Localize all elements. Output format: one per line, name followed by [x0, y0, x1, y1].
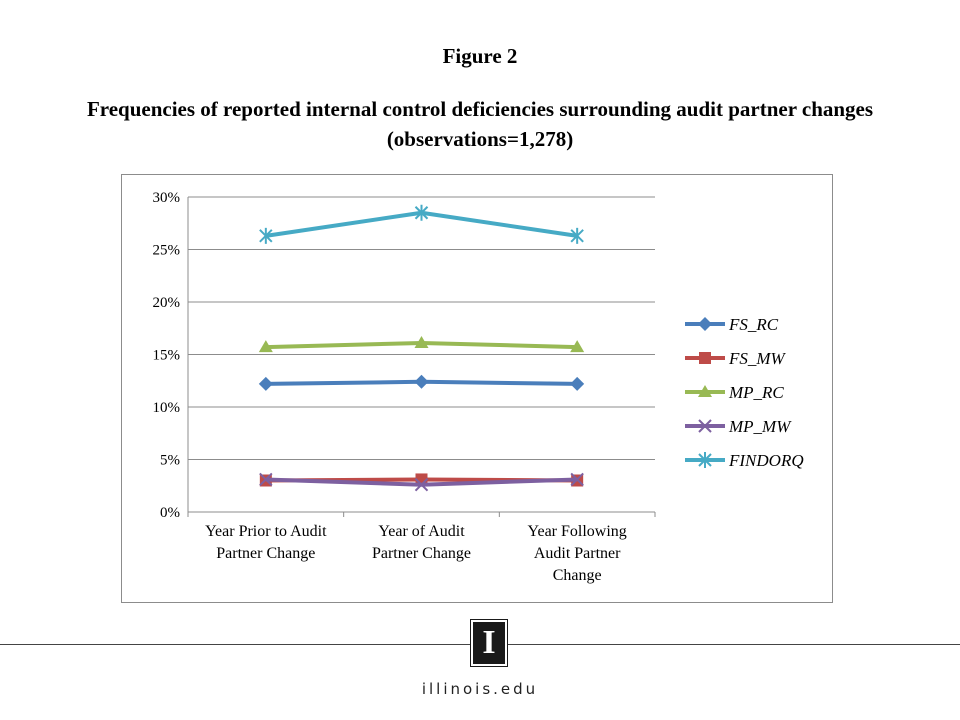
x-tick-label: Change	[553, 567, 602, 584]
university-logo: I	[470, 619, 508, 667]
data-point-mp-mw	[259, 472, 273, 487]
legend-marker-fs-mw	[699, 352, 711, 364]
x-tick-label: Year Following	[528, 523, 627, 540]
legend-marker-fs-rc	[698, 317, 712, 331]
y-tick-label: 30%	[153, 190, 181, 206]
chart-frame: 0% 5% 10% 15% 20% 25% 30% Year Prior to Audit Pa…	[121, 174, 833, 603]
x-tick-label: Year Prior to Audit	[205, 523, 327, 540]
y-tick-label: 5%	[160, 453, 180, 469]
y-tick-label: 25%	[153, 243, 181, 259]
chart-subtitle: (observations=1,278)	[386, 127, 574, 151]
legend-marker-findorq	[698, 452, 712, 468]
legend-label: FS_RC	[728, 315, 779, 334]
legend-marker-mp-mw	[698, 419, 712, 433]
data-point-mp-rc	[414, 335, 429, 348]
legend-label: MP_MW	[728, 417, 792, 436]
data-point-mp-mw	[570, 472, 584, 487]
legend-label: FS_MW	[728, 349, 787, 368]
data-point-fs-rc	[570, 376, 585, 391]
x-tick-label: Partner Change	[216, 545, 315, 562]
data-point-findorq	[414, 204, 429, 221]
data-point-fs-rc	[258, 376, 273, 391]
data-point-mp-rc	[258, 340, 273, 353]
legend-marker-mp-rc	[698, 385, 712, 397]
y-tick-label: 0%	[160, 505, 180, 521]
y-tick-label: 10%	[153, 400, 181, 416]
data-point-fs-rc	[414, 374, 429, 389]
data-point-findorq	[570, 227, 584, 244]
y-tick-label: 15%	[153, 348, 181, 364]
chart-title: Frequencies of reported internal control…	[86, 97, 874, 121]
line-chart: 0% 5% 10% 15% 20% 25% 30% Year Prior to Audit Pa…	[153, 190, 804, 584]
legend-label: MP_RC	[728, 383, 784, 402]
x-tick-label: Partner Change	[372, 545, 471, 562]
legend-label: FINDORQ	[728, 451, 804, 470]
y-tick-label: 20%	[153, 295, 181, 311]
data-point-mp-rc	[570, 340, 585, 353]
footer-site-url: illinois.edu	[421, 680, 539, 698]
data-point-findorq	[259, 227, 273, 244]
block-i-logo-icon: I	[470, 619, 508, 667]
data-point-mp-mw	[414, 477, 429, 492]
x-tick-label: Audit Partner	[534, 545, 621, 562]
x-tick-label: Year of Audit	[378, 523, 465, 540]
figure-label: Figure 2	[442, 44, 518, 68]
